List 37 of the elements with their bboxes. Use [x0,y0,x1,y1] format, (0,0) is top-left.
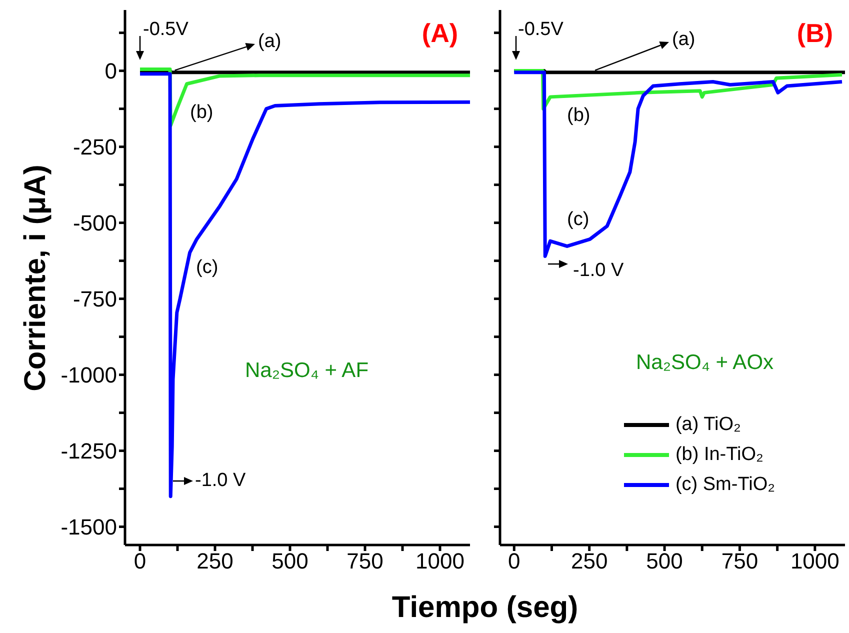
legend-label: (b) In-TiO₂ [675,443,764,467]
annotation: (a) [672,29,696,50]
x-tick-label: 0 [508,548,520,574]
y-axis-title: Corriente, i (μA) [19,164,53,392]
annotation: -1.0 V [573,260,624,281]
x-tick-label: 500 [646,548,683,574]
x-tick-label: 750 [721,548,758,574]
x-axis-title: Tiempo (seg) [392,591,578,625]
annotation: -1.0 V [195,470,246,491]
chart-title: (A) [422,18,458,49]
annotation: (b) [190,102,214,123]
annotation: Na₂SO₄ + AF [245,359,369,382]
y-tick-label: -1000 [60,362,117,388]
legend-label: (a) TiO₂ [675,413,741,437]
x-tick-label: 1000 [416,548,464,574]
annotation: -0.5V [143,19,188,40]
x-tick-label: 500 [272,548,308,574]
annotation: -0.5V [518,19,564,40]
annotation: (b) [567,105,590,126]
x-tick-label: 250 [196,548,234,574]
y-tick-label: -1500 [60,514,117,540]
chart-title: (B) [796,18,833,49]
legend-label: (c) Sm-TiO₂ [675,473,775,497]
x-tick-label: 1000 [790,548,840,574]
y-tick-label: -750 [72,286,117,312]
y-tick-label: -250 [72,134,117,160]
y-tick-label: 0 [104,58,117,84]
y-tick-label: -1250 [60,438,117,464]
x-tick-label: 250 [570,548,608,574]
annotation: (c) [567,209,590,230]
annotation: Na₂SO₄ + AOx [636,351,774,374]
line-series [138,72,470,498]
y-tick-label: -500 [72,210,117,236]
annotation: (c) [196,257,218,278]
x-tick-label: 0 [134,548,146,574]
x-tick-label: 750 [346,548,384,574]
annotation: (a) [258,31,282,52]
